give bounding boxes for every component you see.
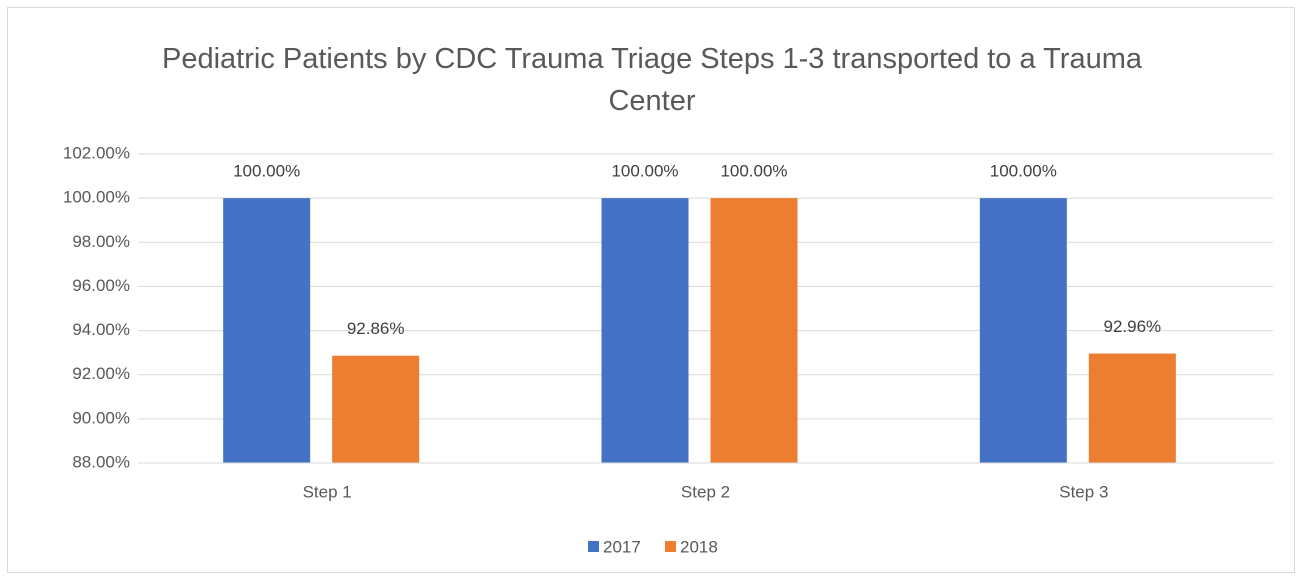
bar bbox=[710, 198, 798, 463]
y-tick-label: 92.00% bbox=[72, 364, 130, 383]
value-label: 100.00% bbox=[990, 162, 1057, 181]
legend-label: 2018 bbox=[680, 537, 718, 556]
y-tick-label: 100.00% bbox=[63, 188, 130, 207]
value-label: 100.00% bbox=[233, 162, 300, 181]
legend-swatch bbox=[588, 541, 599, 552]
y-tick-label: 96.00% bbox=[72, 276, 130, 295]
bar bbox=[223, 198, 311, 463]
y-tick-label: 90.00% bbox=[72, 408, 130, 427]
x-tick-label: Step 1 bbox=[303, 482, 352, 501]
value-label: 92.96% bbox=[1103, 317, 1161, 336]
x-tick-label: Step 3 bbox=[1059, 482, 1108, 501]
bar bbox=[601, 198, 689, 463]
bar bbox=[979, 198, 1067, 463]
value-label: 92.86% bbox=[347, 319, 405, 338]
y-tick-label: 88.00% bbox=[72, 452, 130, 471]
legend-label: 2017 bbox=[603, 537, 641, 556]
bar bbox=[332, 355, 420, 463]
value-label: 100.00% bbox=[720, 162, 787, 181]
y-tick-label: 94.00% bbox=[72, 320, 130, 339]
y-tick-label: 102.00% bbox=[63, 143, 130, 162]
legend-swatch bbox=[665, 541, 676, 552]
value-label: 100.00% bbox=[611, 162, 678, 181]
chart-title: Pediatric Patients by CDC Trauma Triage … bbox=[161, 43, 1142, 117]
y-tick-label: 98.00% bbox=[72, 232, 130, 251]
x-tick-label: Step 2 bbox=[681, 482, 730, 501]
bar bbox=[1088, 353, 1176, 463]
